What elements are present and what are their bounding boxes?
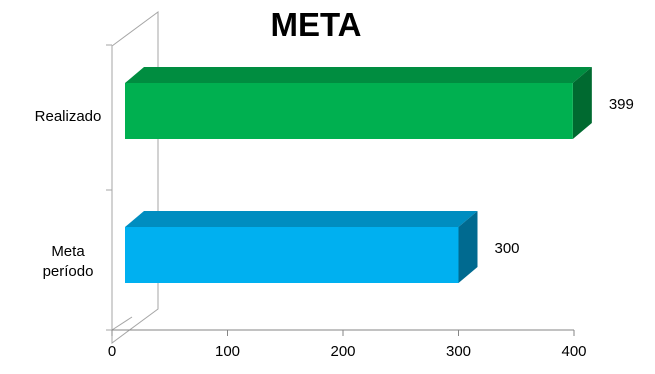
x-tick-label: 400 bbox=[561, 343, 586, 360]
bar-side-face bbox=[458, 211, 478, 283]
data-label: 300 bbox=[495, 240, 520, 257]
category-axis: Realizado Meta período bbox=[35, 108, 102, 280]
x-tick-label: 0 bbox=[108, 343, 116, 360]
bar-front-face bbox=[125, 83, 573, 139]
floor-edge bbox=[111, 316, 133, 331]
x-tick-label: 100 bbox=[215, 343, 240, 360]
category-label: Realizado bbox=[35, 108, 102, 125]
x-tick-label: 300 bbox=[446, 343, 471, 360]
chart-title: META bbox=[270, 6, 361, 43]
bars-group: 399 300 bbox=[125, 67, 634, 283]
bar-side-face bbox=[572, 67, 592, 139]
chart-frame bbox=[106, 11, 159, 344]
bar-2: 300 bbox=[125, 211, 520, 283]
x-axis: 0 100 200 300 400 bbox=[108, 329, 587, 360]
x-tick-label: 200 bbox=[330, 343, 355, 360]
bar-front-face bbox=[125, 227, 459, 283]
category-label: Meta período bbox=[43, 243, 94, 280]
data-label: 399 bbox=[609, 96, 634, 113]
bar-top-face bbox=[125, 67, 592, 83]
side-wall bbox=[111, 11, 159, 344]
bar-top-face bbox=[125, 211, 478, 227]
bar-1: 399 bbox=[125, 67, 634, 139]
